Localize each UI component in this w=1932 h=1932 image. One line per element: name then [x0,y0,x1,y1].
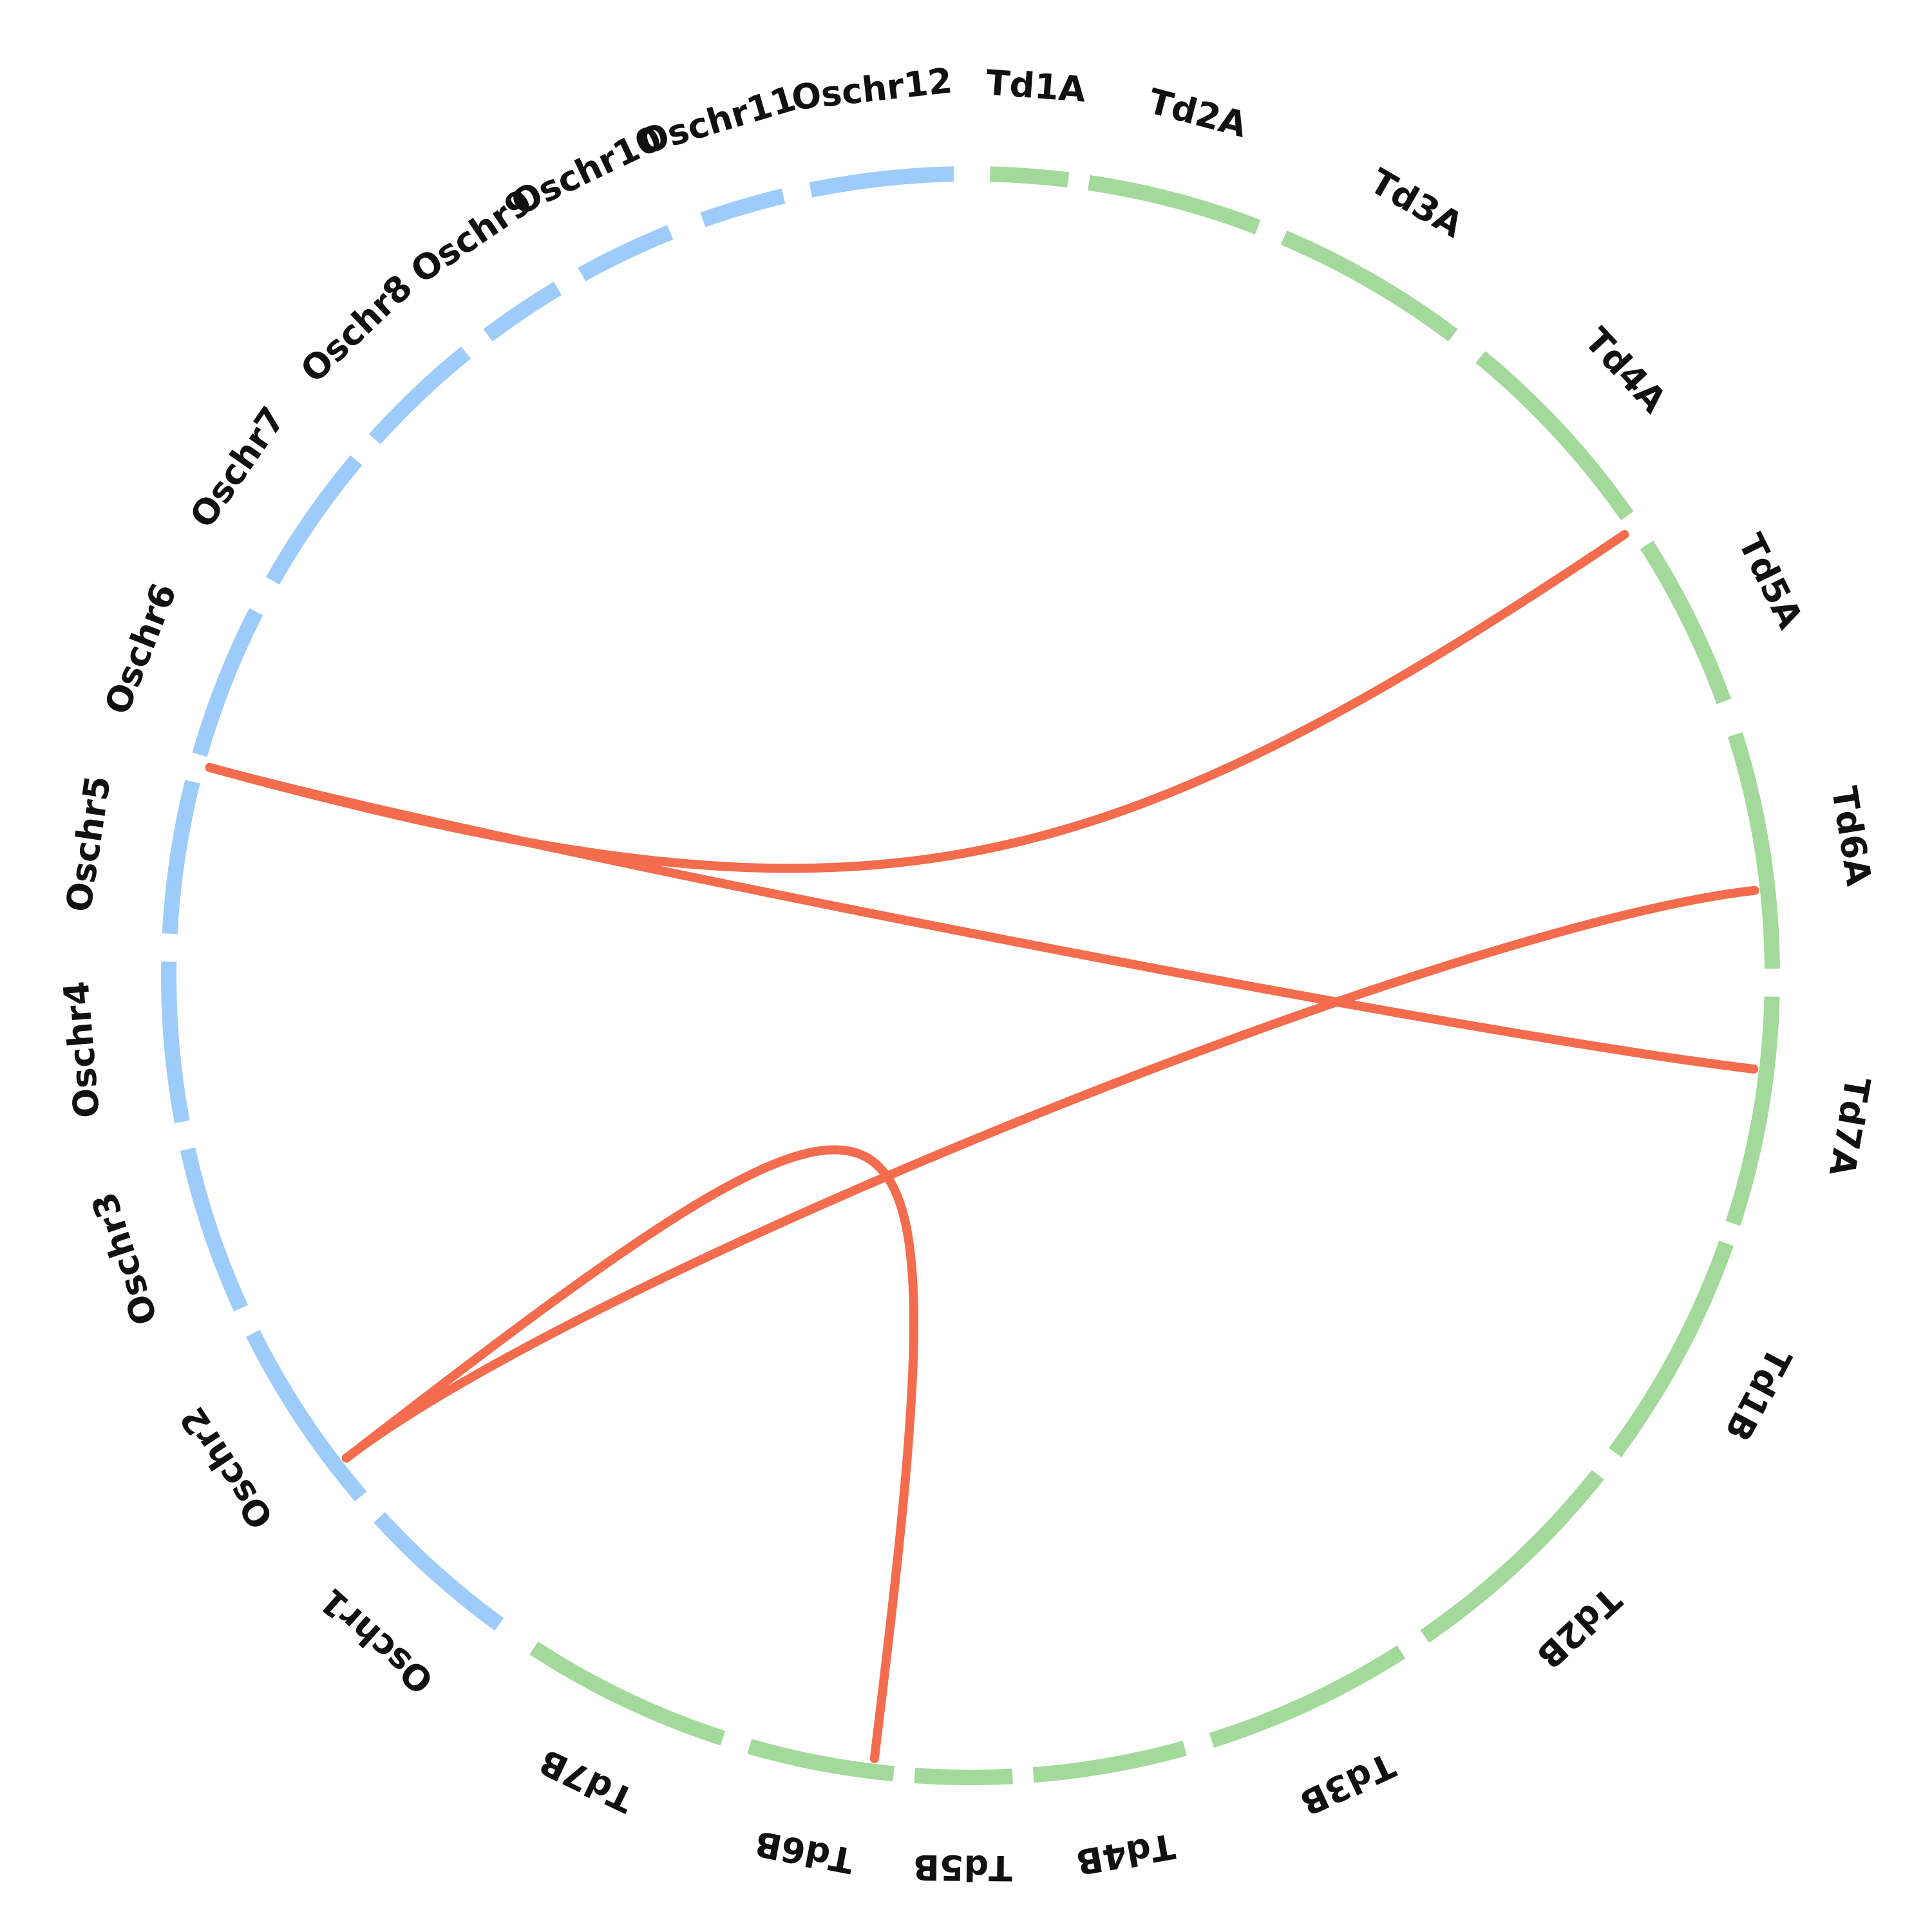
chromosome-arc-td2b [1420,1470,1604,1643]
chromosome-arc-td7b [529,1642,726,1746]
chromosome-arc-oschr4 [161,961,190,1124]
chromosome-arc-td5a [1640,540,1732,705]
chromosome-arc-td1a [990,166,1070,188]
chromosome-arc-oschr7 [265,455,363,585]
chromosome-arc-oschr1 [374,1511,504,1631]
chromosome-arcs [161,166,1780,1785]
chromosome-arc-td4a [1475,351,1634,520]
chromosome-arc-td3b [1209,1645,1406,1748]
chromosome-label-td5b: Td5B [913,1847,1013,1888]
chromosome-arc-oschr11 [700,188,786,227]
chromosome-arc-td6b [747,1739,895,1782]
chromosome-arc-oschr8 [368,346,471,444]
chromosome-arc-oschr10 [578,225,674,281]
chromosome-arc-oschr9 [483,281,562,342]
chromosome-arc-td3a [1280,230,1458,342]
chromosome-arc-td6a [1727,732,1780,969]
chromosome-label-td1a: Td1A [985,62,1087,110]
chromosome-arc-td2a [1088,175,1261,234]
synteny-links [205,530,1759,1763]
synteny-link-oschr6-td7a [205,762,1759,1074]
synteny-link-oschr2-td6a [341,886,1759,1463]
chromosome-arc-td1b [1609,1240,1734,1457]
chromosome-arc-oschr2 [246,1330,367,1502]
chromosome-arc-oschr12 [809,166,954,198]
chromosome-arc-oschr3 [180,1147,249,1312]
chromosome-arc-td4b [1032,1741,1187,1783]
chromosome-arc-oschr6 [192,608,263,757]
synteny-link-oschr2-td6b [341,1145,918,1763]
chromosome-arc-oschr5 [162,779,200,934]
chromosome-arc-td5b [914,1768,1013,1785]
chromosome-arc-td7a [1725,996,1780,1226]
